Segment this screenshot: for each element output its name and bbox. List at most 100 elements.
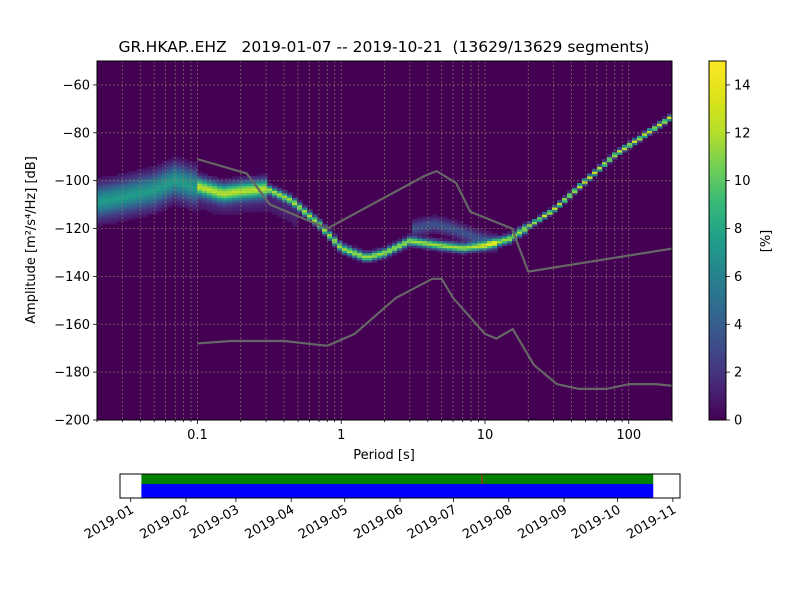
heatmap-cell	[507, 230, 513, 234]
heatmap-cell	[282, 214, 288, 218]
heatmap-cell	[572, 190, 578, 194]
heatmap-cell	[282, 199, 288, 203]
heatmap-cell	[422, 233, 428, 237]
heatmap-cell	[187, 187, 193, 191]
heatmap-cell	[207, 190, 213, 194]
heatmap-cell	[257, 206, 263, 210]
heatmap-cell	[107, 216, 113, 220]
heatmap-cell	[452, 235, 458, 239]
heatmap-cell	[637, 139, 643, 143]
heatmap-cell	[122, 195, 128, 199]
heatmap-cell	[187, 202, 193, 206]
heatmap-cell	[132, 175, 138, 179]
heatmap-cell	[397, 247, 403, 251]
heatmap-cell	[237, 190, 243, 194]
heatmap-cell	[447, 247, 453, 251]
heatmap-cell	[252, 175, 258, 179]
heatmap-cell	[172, 175, 178, 179]
heatmap-cell	[112, 183, 118, 187]
heatmap-cell	[207, 175, 213, 179]
heatmap-cell	[462, 238, 468, 242]
heatmap-cell	[397, 240, 403, 244]
noise-models	[197, 158, 672, 390]
heatmap-cell	[372, 257, 378, 261]
heatmap-cell	[132, 214, 138, 218]
heatmap-cell	[162, 168, 168, 172]
heatmap-cell	[447, 238, 453, 242]
heatmap-cell	[247, 178, 253, 182]
heatmap-cell	[262, 175, 268, 179]
heatmap-cell	[387, 242, 393, 246]
heatmap-cell	[167, 190, 173, 194]
heatmap-cell	[517, 233, 523, 237]
heatmap-cell	[97, 223, 103, 227]
heatmap-cell	[112, 199, 118, 203]
heatmap-cell	[107, 183, 113, 187]
heatmap-cell	[392, 245, 398, 249]
heatmap-cell	[132, 171, 138, 175]
heatmap-cell	[117, 192, 123, 196]
heatmap-cell	[432, 238, 438, 242]
heatmap-cell	[152, 192, 158, 196]
heatmap-cell	[322, 223, 328, 227]
heatmap-cell	[527, 226, 533, 230]
heatmap-cell	[107, 185, 113, 189]
heatmap-cell	[117, 183, 123, 187]
heatmap-cell	[437, 238, 443, 242]
heatmap-cell	[487, 245, 493, 249]
heatmap-cell	[597, 166, 603, 170]
heatmap-cell	[442, 216, 448, 220]
heatmap-cell	[142, 180, 148, 184]
heatmap-cell	[252, 195, 258, 199]
heatmap-cell	[237, 185, 243, 189]
heatmap-cell	[392, 247, 398, 251]
heatmap-cell	[472, 235, 478, 239]
heatmap-cell	[132, 216, 138, 220]
heatmap-cell	[102, 190, 108, 194]
heatmap-cell	[202, 173, 208, 177]
heatmap-cell	[397, 242, 403, 246]
heatmap-cell	[517, 230, 523, 234]
heatmap-cell	[522, 233, 528, 237]
heatmap-cell	[567, 190, 573, 194]
heatmap-cell	[477, 245, 483, 249]
heatmap-cell	[447, 226, 453, 230]
heatmap-cell	[462, 235, 468, 239]
heatmap-cell	[457, 228, 463, 232]
heatmap-cell	[342, 250, 348, 254]
heatmap-cell	[287, 202, 293, 206]
heatmap-cell	[222, 185, 228, 189]
heatmap-cell	[452, 240, 458, 244]
heatmap-cell	[177, 180, 183, 184]
heatmap-cell	[297, 209, 303, 213]
y-axis-label: Amplitude [m²/s⁴/Hz] [dB]	[24, 156, 39, 324]
heatmap-cell	[652, 123, 658, 127]
heatmap-cell	[467, 238, 473, 242]
heatmap-cell	[207, 185, 213, 189]
heatmap-cell	[142, 209, 148, 213]
heatmap-cell	[552, 206, 558, 210]
heatmap-cell	[182, 202, 188, 206]
heatmap-cell	[647, 128, 653, 131]
heatmap-cell	[192, 175, 198, 179]
heatmap-cell	[97, 221, 103, 225]
heatmap-cell	[412, 233, 418, 237]
heatmap-cell	[422, 235, 428, 239]
heatmap-cell	[327, 230, 333, 234]
heatmap-cell	[237, 202, 243, 206]
heatmap-cell	[162, 206, 168, 210]
heatmap-cell	[192, 204, 198, 208]
heatmap-cell	[212, 183, 218, 187]
heatmap-cell	[152, 171, 158, 175]
heatmap-cell	[272, 197, 278, 201]
heatmap-cell	[347, 245, 353, 249]
heatmap-cell	[137, 211, 143, 215]
heatmap-cell	[222, 192, 228, 196]
heatmap-cell	[632, 139, 638, 143]
heatmap-cell	[492, 233, 498, 237]
heatmap-cell	[587, 175, 593, 179]
heatmap-cell	[487, 233, 493, 237]
heatmap-cell	[612, 154, 618, 158]
heatmap-cell	[282, 206, 288, 210]
